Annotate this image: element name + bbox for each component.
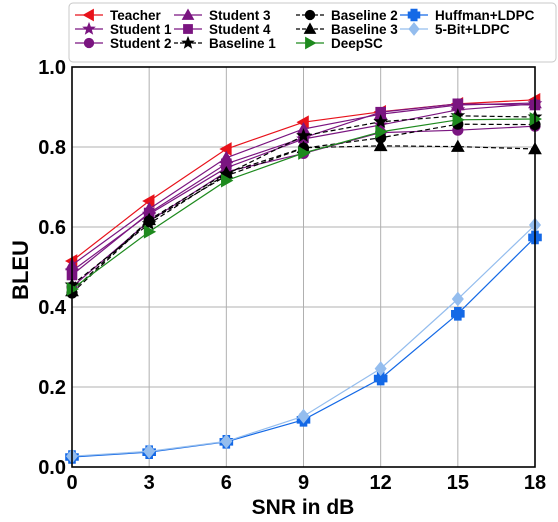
marker-circle — [304, 9, 316, 21]
marker-square — [452, 98, 464, 110]
legend-entry: Baseline 2 — [296, 8, 398, 23]
x-tick-label: 12 — [370, 472, 392, 494]
legend-label: Baseline 1 — [209, 36, 276, 51]
y-tick-label: 1.0 — [38, 57, 66, 79]
plot-area: 0 3 6 9 12 15 18 0.0 0.2 0.4 0.6 0.8 1.0 — [38, 57, 546, 494]
marker-diamond — [451, 291, 464, 307]
y-axis-label: BLEU — [8, 240, 33, 300]
marker-triangle-right — [221, 173, 234, 188]
legend-entry: Baseline 1 — [174, 35, 276, 51]
marker-plus — [373, 371, 388, 386]
marker-square — [183, 24, 193, 34]
legend-label: Student 1 — [110, 22, 172, 37]
legend-entry: Huffman+LDPC — [400, 8, 535, 23]
legend-label: Student 2 — [110, 36, 172, 51]
legend-entry: Baseline 3 — [296, 22, 398, 37]
marker-triangle-up — [181, 8, 195, 20]
legend-entry: Student 3 — [174, 8, 271, 23]
y-tick-label: 0.0 — [38, 457, 66, 479]
marker-triangle-up — [373, 138, 388, 152]
legend-label: Huffman+LDPC — [435, 8, 535, 23]
marker-triangle-up — [142, 212, 157, 226]
legend-entry: Student 4 — [174, 22, 271, 37]
legend-entry: 5-Bit+LDPC — [400, 22, 510, 37]
x-tick-label: 18 — [524, 472, 546, 494]
y-tick-label: 0.4 — [38, 297, 67, 319]
x-tick-label: 6 — [221, 472, 232, 494]
marker-diamond — [297, 408, 310, 424]
marker-circle — [83, 37, 95, 49]
y-tick-label: 0.6 — [38, 217, 66, 239]
axes-frame — [71, 66, 536, 468]
x-tick-label: 15 — [447, 472, 469, 494]
marker-diamond — [408, 22, 420, 36]
marker-star — [373, 114, 388, 129]
marker-diamond — [143, 444, 156, 459]
marker-star — [296, 128, 311, 143]
marker-star — [82, 21, 96, 35]
x-tick-label: 9 — [298, 472, 309, 494]
marker-triangle-left — [82, 8, 94, 22]
legend-label: Student 3 — [209, 8, 271, 23]
series-5-bit-ldpc — [65, 217, 542, 464]
marker-triangle-up — [450, 139, 465, 152]
legend-label: Baseline 3 — [331, 22, 398, 37]
legend-entry: Teacher — [75, 8, 162, 23]
marker-triangle-right — [298, 146, 311, 160]
x-tick-label: 3 — [144, 472, 155, 494]
legend-label: Baseline 2 — [331, 8, 398, 23]
marker-plus — [451, 307, 465, 321]
marker-triangle-right — [375, 124, 388, 139]
legend-label: 5-Bit+LDPC — [435, 22, 510, 37]
y-tick-label: 0.8 — [38, 137, 66, 159]
legend-label: Student 4 — [209, 22, 271, 37]
marker-star — [181, 35, 195, 49]
legend-entry: DeepSC — [296, 36, 383, 51]
marker-triangle-right — [452, 112, 465, 127]
marker-diamond — [220, 434, 233, 449]
x-axis-label: SNR in dB — [252, 496, 355, 519]
marker-diamond — [374, 361, 387, 376]
legend-entry: Student 1 — [75, 21, 172, 37]
x-tick-label: 0 — [66, 472, 77, 494]
legend-label: DeepSC — [331, 36, 383, 51]
legend-entry: Student 2 — [75, 36, 172, 51]
y-tick-label: 0.2 — [38, 377, 66, 399]
marker-plus — [407, 8, 421, 22]
marker-triangle-up — [303, 22, 317, 34]
marker-triangle-right — [305, 36, 317, 50]
marker-triangle-right — [143, 224, 157, 239]
legend-label: Teacher — [110, 8, 162, 23]
